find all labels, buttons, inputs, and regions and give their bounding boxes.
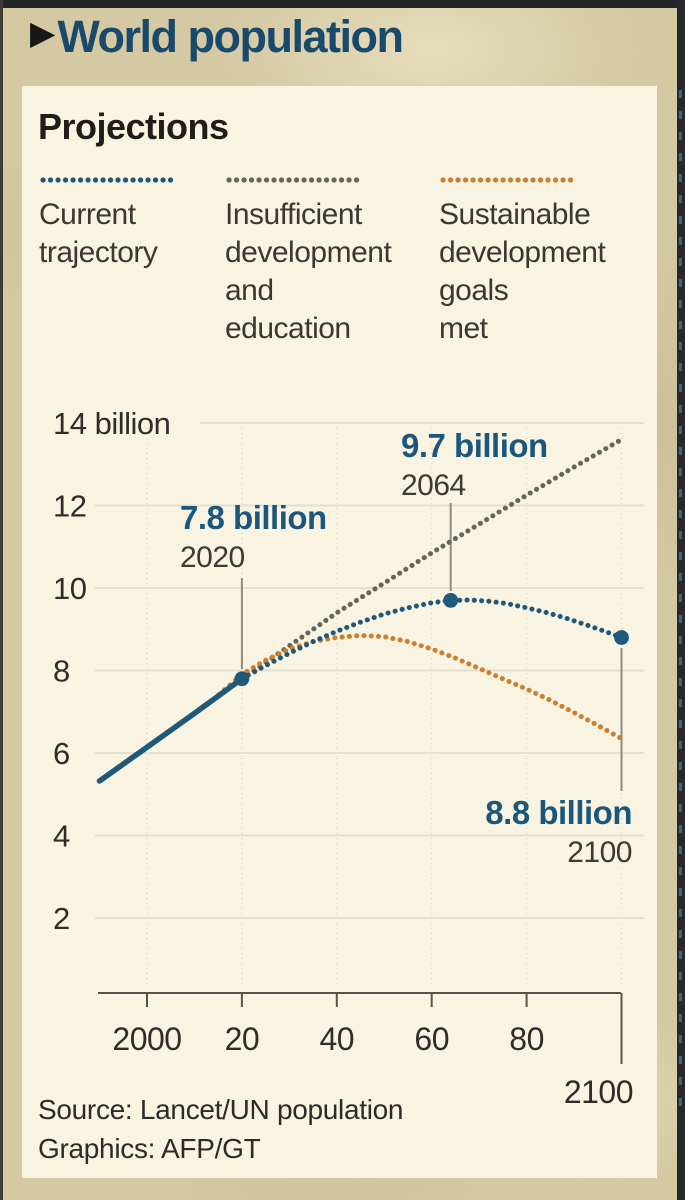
annotation-2100-year: 2100 [567, 836, 632, 869]
annotation-2020-value: 7.8 billion [180, 499, 327, 536]
legend-label-insufficient: Insufficient development and education [225, 198, 392, 345]
annotation-2100-value: 8.8 billion [485, 794, 632, 831]
header: ▶ World population [30, 11, 404, 62]
right-edge-dashes [679, 90, 682, 1110]
annotation-2064-value: 9.7 billion [401, 427, 548, 464]
x-axis-end-label: 2100 [563, 1074, 634, 1110]
annotation-2064-year: 2064 [401, 469, 466, 502]
legend-swatch-insufficient [226, 177, 364, 183]
legend-label-current: Current trajectory [39, 198, 158, 269]
legend-item-insufficient: Insufficient development and education [225, 176, 392, 348]
source-credit: Source: Lancet/UN population Graphics: A… [38, 1090, 403, 1168]
source-line: Source: Lancet/UN population [38, 1094, 404, 1125]
legend-item-current: Current trajectory [39, 176, 179, 272]
legend-label-sdg: Sustainable development goals met [439, 198, 606, 345]
legend-swatch-current [40, 177, 178, 183]
legend-item-sdg: Sustainable development goals met [439, 176, 606, 348]
annotation-2100: 8.8 billion 2100 [430, 794, 632, 870]
right-pointer-icon: ▶ [30, 14, 56, 51]
graphics-line: Graphics: AFP/GT [38, 1133, 261, 1164]
annotation-2064: 9.7 billion 2064 [401, 427, 548, 503]
annotation-2020: 7.8 billion 2020 [180, 499, 327, 575]
legend-swatch-sdg [440, 177, 578, 183]
chart-heading: Projections [38, 106, 229, 147]
right-edge-strip [677, 0, 685, 1200]
page-title: World population [57, 11, 404, 62]
top-edge-strip [0, 0, 685, 8]
annotation-2020-year: 2020 [180, 541, 245, 574]
left-edge-strip [0, 0, 3, 1200]
